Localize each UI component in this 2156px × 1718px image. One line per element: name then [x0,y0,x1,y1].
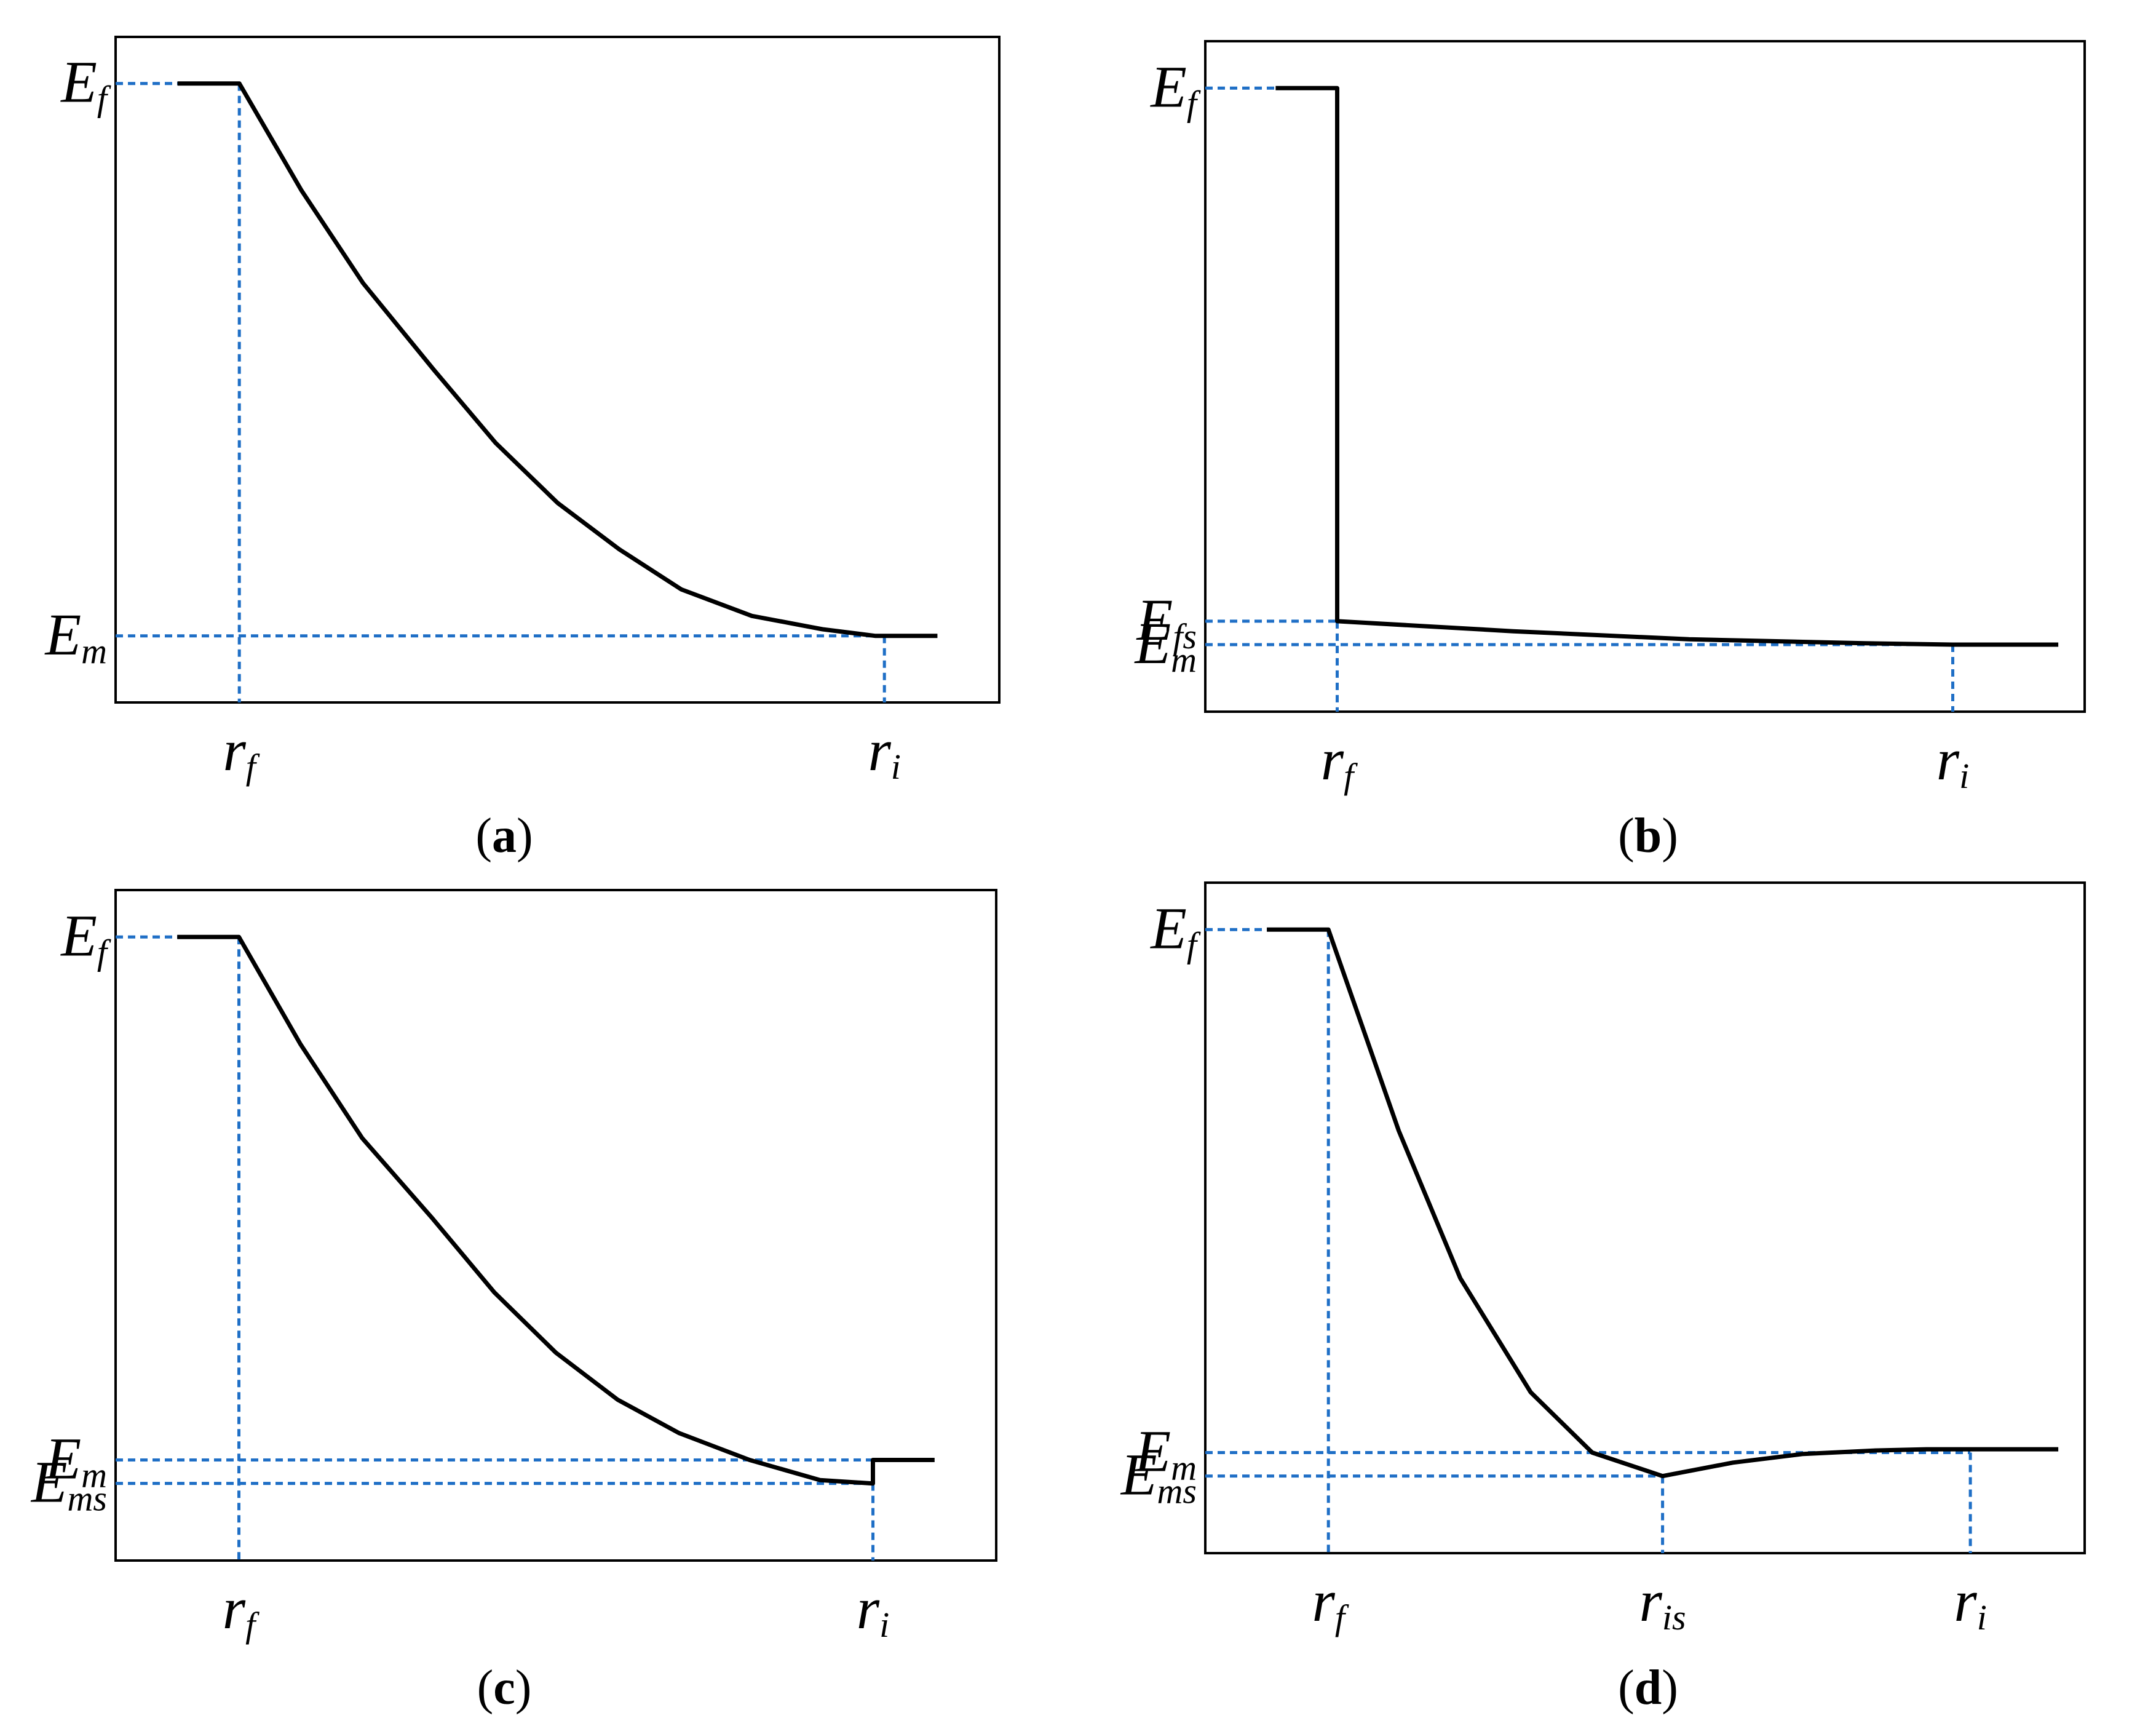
caption-letter: c [493,1661,515,1715]
y-tick-label: Ef [1149,54,1201,123]
tick-base: E [1149,895,1187,961]
tick-base: E [60,49,97,115]
tick-base: r [1312,1568,1335,1634]
tick-subscript: f [1187,83,1201,123]
caption-close: ) [515,1661,532,1715]
tick-base: r [857,1575,880,1641]
tick-base: E [44,1426,81,1492]
caption-close: ) [1662,1661,1678,1715]
y-tick-label: Em [1133,610,1197,680]
series-line [1267,927,2059,1479]
tick-base: r [223,717,246,783]
tick-base: E [44,602,81,667]
caption-open: ( [477,1661,494,1715]
tick-base: E [1136,587,1173,653]
x-tick-label: rf [1321,726,1358,796]
tick-subscript: m [81,1455,107,1495]
caption-open: ( [1618,809,1635,863]
x-tick-label: rf [223,717,260,787]
tick-base: r [1954,1568,1977,1634]
x-tick-label: ri [1954,1568,1986,1637]
caption-open: ( [1618,1661,1635,1715]
tick-base: E [1133,1418,1171,1484]
tick-subscript: ms [68,1479,107,1519]
y-tick-label: Ef [60,49,111,119]
caption-letter: b [1635,809,1662,863]
panel-caption: (b) [1618,809,1678,863]
tick-subscript: m [81,631,107,671]
y-tick-label: Em [1133,1418,1197,1488]
tick-subscript: i [1977,1597,1987,1637]
tick-base: E [1133,610,1171,676]
series-line [177,934,935,1486]
x-tick-label: rf [223,1575,260,1645]
tick-subscript: is [1662,1597,1686,1637]
y-tick-label: Em [44,1426,107,1495]
panel-caption: (d) [1618,1661,1678,1715]
plot-frame [1204,40,2086,713]
y-tick-label: Ems [30,1449,107,1519]
y-tick-label: Ems [1120,1442,1197,1511]
plot-frame [114,36,1001,704]
tick-subscript: ms [1157,1471,1197,1511]
series-line [177,81,938,638]
caption-letter: a [492,809,517,863]
x-tick-label: ri [1936,726,1969,796]
y-tick-label: Ef [60,902,111,972]
caption-open: ( [475,809,492,863]
tick-subscript: m [1171,640,1197,680]
tick-base: E [1149,54,1187,119]
tick-base: r [223,1575,246,1641]
tick-subscript: f [97,79,111,119]
caption-letter: d [1635,1661,1662,1715]
tick-subscript: f [1344,756,1358,796]
y-tick-label: Efs [1136,587,1197,656]
y-tick-label: Ef [1149,895,1201,964]
tick-subscript: i [879,1605,889,1645]
tick-subscript: f [97,932,111,972]
tick-subscript: f [1187,925,1201,964]
tick-base: r [1639,1568,1663,1634]
x-tick-label: ri [857,1575,889,1645]
x-tick-label: rf [1312,1568,1349,1637]
caption-close: ) [517,809,533,863]
tick-subscript: m [1171,1448,1197,1488]
tick-base: r [868,717,891,783]
tick-base: E [60,902,97,968]
tick-subscript: fs [1173,616,1197,656]
plot-frame [1204,881,2086,1554]
x-tick-label: ris [1639,1568,1686,1637]
y-tick-label: Em [44,602,107,671]
tick-base: r [1321,726,1344,792]
caption-close: ) [1662,809,1678,863]
tick-subscript: i [1959,756,1969,796]
x-tick-label: ri [868,717,900,787]
tick-base: E [1120,1442,1157,1508]
tick-base: r [1936,726,1960,792]
series-line [1275,86,2059,647]
tick-subscript: f [1335,1597,1349,1637]
tick-subscript: f [245,1605,260,1645]
tick-subscript: f [246,747,260,787]
panel-caption: (c) [477,1661,532,1715]
tick-base: E [30,1449,68,1515]
panel-caption: (a) [475,809,533,863]
plot-frame [114,889,997,1562]
tick-subscript: i [891,747,901,787]
